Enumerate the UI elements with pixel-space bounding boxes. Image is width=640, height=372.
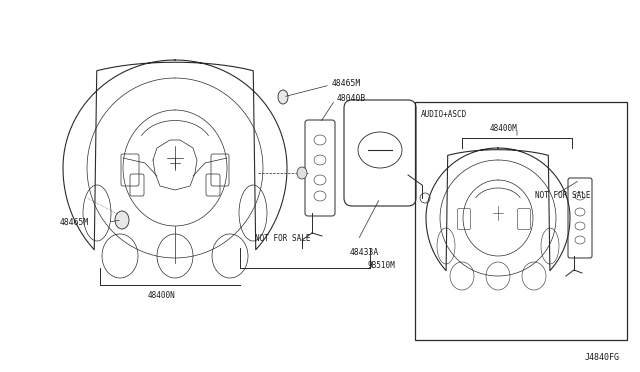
- Text: 48465M: 48465M: [60, 218, 89, 227]
- Text: J4840FG: J4840FG: [585, 353, 620, 362]
- Bar: [415, 102, 627, 340]
- Ellipse shape: [115, 211, 129, 229]
- Text: NOT FOR SALE: NOT FOR SALE: [255, 234, 310, 243]
- Ellipse shape: [297, 167, 307, 179]
- Text: 48465M: 48465M: [332, 78, 361, 87]
- Text: 48040B: 48040B: [337, 93, 366, 103]
- Text: NOT FOR SALE: NOT FOR SALE: [535, 190, 591, 199]
- Text: 9B510M: 9B510M: [368, 260, 396, 269]
- Text: AUDIO+ASCD: AUDIO+ASCD: [421, 109, 467, 119]
- Text: 48400N: 48400N: [148, 291, 176, 299]
- Text: 48433A: 48433A: [350, 247, 380, 257]
- Ellipse shape: [278, 90, 288, 104]
- Text: 48400M: 48400M: [490, 124, 518, 132]
